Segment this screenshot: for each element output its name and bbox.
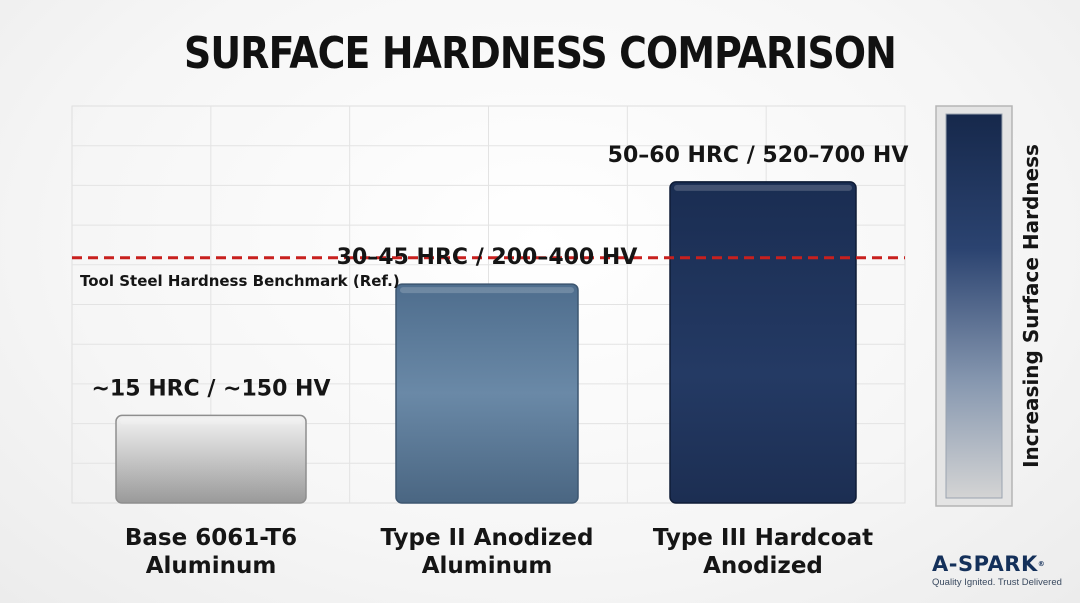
category-label: Type III Hardcoat xyxy=(653,525,873,551)
bar-type-ii-bevel xyxy=(400,287,574,294)
brand-logo: A-SPARK® Quality Ignited. Trust Delivere… xyxy=(932,553,1072,588)
value-label: 50–60 HRC / 520–700 HV xyxy=(608,143,909,168)
value-labels: ~15 HRC / ~150 HV 30–45 HRC / 200–400 HV 5… xyxy=(91,143,908,402)
category-label: Anodized xyxy=(703,553,823,579)
brand-tagline: Quality Ignited. Trust Delivered xyxy=(932,577,1062,588)
bar-base-6061 xyxy=(115,414,307,504)
category-label: Aluminum xyxy=(146,553,277,579)
brand-name: A-SPARK® xyxy=(932,552,1046,576)
value-label: 30–45 HRC / 200–400 HV xyxy=(337,245,638,270)
category-label: Base 6061-T6 xyxy=(125,525,297,551)
chart-title: SURFACE HARDNESS COMPARISON xyxy=(184,28,897,79)
hardness-scale-bar xyxy=(935,105,1013,507)
category-label: Aluminum xyxy=(422,553,553,579)
chart-bars xyxy=(115,181,857,504)
category-label: Type II Anodized xyxy=(381,525,594,551)
bar-type-iii-bevel xyxy=(674,184,852,191)
bar-type-ii xyxy=(395,283,579,504)
benchmark-label: Tool Steel Hardness Benchmark (Ref.) xyxy=(80,272,400,290)
bar-base-6061-bevel xyxy=(120,418,302,425)
value-label: ~15 HRC / ~150 HV xyxy=(91,376,330,401)
scale-bar-label: Increasing Surface Hardness xyxy=(1019,144,1043,468)
bar-type-iii xyxy=(669,181,857,504)
